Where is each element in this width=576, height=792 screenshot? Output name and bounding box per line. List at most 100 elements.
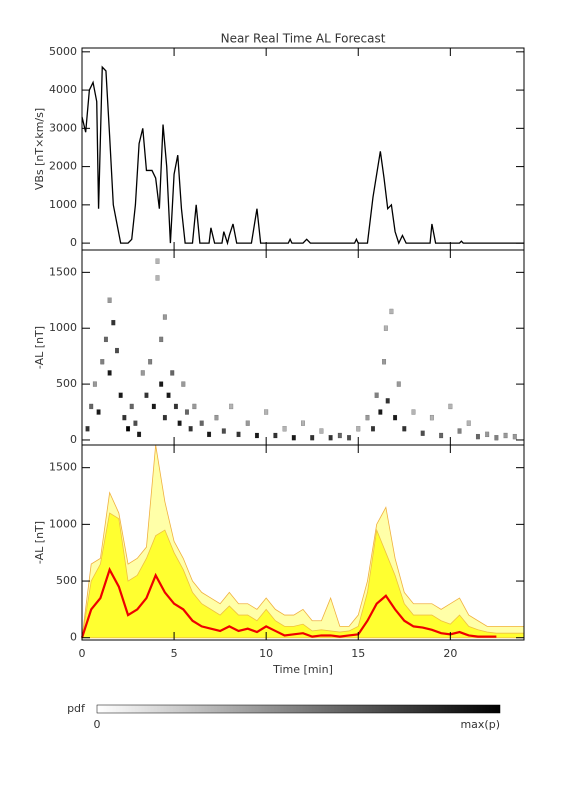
density-cell bbox=[170, 370, 175, 376]
density-cell bbox=[199, 420, 204, 426]
density-cell bbox=[245, 420, 250, 426]
density-cell bbox=[137, 431, 142, 438]
density-cell bbox=[126, 426, 131, 432]
density-cell bbox=[133, 420, 138, 426]
density-cell bbox=[337, 432, 342, 439]
density-cell bbox=[291, 435, 296, 441]
density-cell bbox=[448, 403, 453, 410]
colorbar-label: pdf bbox=[67, 702, 86, 715]
data-line bbox=[81, 65, 524, 246]
density-cell bbox=[92, 381, 97, 387]
plot-frame bbox=[81, 444, 525, 641]
y-tick-label: 500 bbox=[56, 574, 77, 587]
density-cell bbox=[402, 426, 407, 432]
density-cell bbox=[229, 403, 234, 410]
colorbar-min: 0 bbox=[94, 718, 101, 731]
y-tick-label: 1000 bbox=[49, 321, 77, 334]
density-cell bbox=[385, 398, 390, 404]
density-cell bbox=[439, 432, 444, 439]
density-cell bbox=[420, 430, 425, 436]
density-cell bbox=[118, 392, 123, 398]
density-cell bbox=[503, 432, 508, 439]
density-cell bbox=[378, 409, 383, 415]
density-cell bbox=[485, 431, 490, 438]
colorbar bbox=[96, 704, 501, 714]
density-cell bbox=[140, 370, 145, 376]
density-cell bbox=[166, 392, 171, 398]
density-cell bbox=[192, 403, 197, 410]
density-cell bbox=[173, 403, 178, 410]
density-cell bbox=[221, 428, 226, 434]
y-tick-label: 1000 bbox=[49, 517, 77, 530]
chart-title: Near Real Time AL Forecast bbox=[221, 32, 386, 46]
density-cell bbox=[155, 275, 160, 281]
density-cell bbox=[319, 428, 324, 434]
density-cell bbox=[107, 297, 112, 303]
density-cell bbox=[148, 359, 153, 365]
density-cell bbox=[365, 414, 370, 421]
density-cell bbox=[184, 409, 189, 415]
density-cell bbox=[151, 403, 156, 410]
density-cell bbox=[457, 428, 462, 434]
density-cell bbox=[96, 409, 101, 415]
y-tick-label: 500 bbox=[56, 377, 77, 390]
density-cell bbox=[475, 433, 480, 440]
density-cell bbox=[122, 414, 127, 421]
density-cell bbox=[188, 426, 193, 432]
y-tick-label: 3000 bbox=[49, 121, 77, 134]
density-cell bbox=[111, 319, 116, 326]
y-axis-label: -AL [nT] bbox=[33, 326, 46, 369]
density-cell bbox=[273, 432, 278, 439]
density-cell bbox=[100, 359, 105, 365]
colorbar-max: max(p) bbox=[460, 718, 500, 731]
density-cell bbox=[310, 435, 315, 441]
density-cell bbox=[328, 435, 333, 441]
density-cell bbox=[264, 409, 269, 415]
density-cell bbox=[356, 426, 361, 432]
density-cell bbox=[177, 420, 182, 426]
density-cell bbox=[374, 392, 379, 398]
density-cell bbox=[207, 431, 212, 438]
density-cell bbox=[494, 435, 499, 441]
density-cell bbox=[159, 336, 164, 343]
y-tick-label: 0 bbox=[70, 236, 77, 249]
density-cell bbox=[382, 359, 387, 365]
y-tick-label: 1000 bbox=[49, 198, 77, 211]
x-tick-label: 20 bbox=[443, 647, 457, 660]
quantile-band bbox=[81, 444, 525, 639]
density-cell bbox=[393, 414, 398, 421]
density-cell bbox=[301, 420, 305, 426]
median-line bbox=[80, 566, 497, 639]
y-tick-label: 1500 bbox=[49, 265, 77, 278]
density-cell bbox=[383, 325, 388, 331]
density-cell bbox=[85, 426, 90, 432]
density-cell bbox=[466, 420, 471, 426]
density-cell bbox=[144, 392, 149, 398]
density-cell bbox=[155, 258, 160, 264]
density-cell bbox=[159, 381, 164, 387]
y-axis-label: VBs [nT×km/s] bbox=[33, 108, 46, 190]
y-tick-label: 5000 bbox=[49, 45, 77, 58]
density-cell bbox=[162, 314, 167, 320]
density-cell bbox=[282, 426, 287, 432]
density-cell bbox=[370, 426, 375, 432]
y-tick-label: 1500 bbox=[49, 461, 77, 474]
density-cell bbox=[236, 431, 241, 438]
density-cell bbox=[429, 414, 434, 421]
y-axis-label: -AL [nT] bbox=[33, 521, 46, 564]
density-cell bbox=[396, 381, 401, 387]
density-cell bbox=[512, 433, 517, 440]
density-cell bbox=[103, 336, 108, 343]
density-cell bbox=[411, 409, 416, 415]
y-tick-label: 0 bbox=[70, 433, 77, 446]
density-cell bbox=[181, 381, 186, 387]
plot-frame bbox=[81, 249, 525, 446]
x-tick-label: 0 bbox=[79, 647, 86, 660]
x-tick-label: 10 bbox=[259, 647, 273, 660]
density-cell bbox=[162, 414, 167, 421]
quantile-band bbox=[81, 512, 525, 639]
density-cell bbox=[254, 432, 259, 439]
density-cell bbox=[115, 347, 119, 354]
